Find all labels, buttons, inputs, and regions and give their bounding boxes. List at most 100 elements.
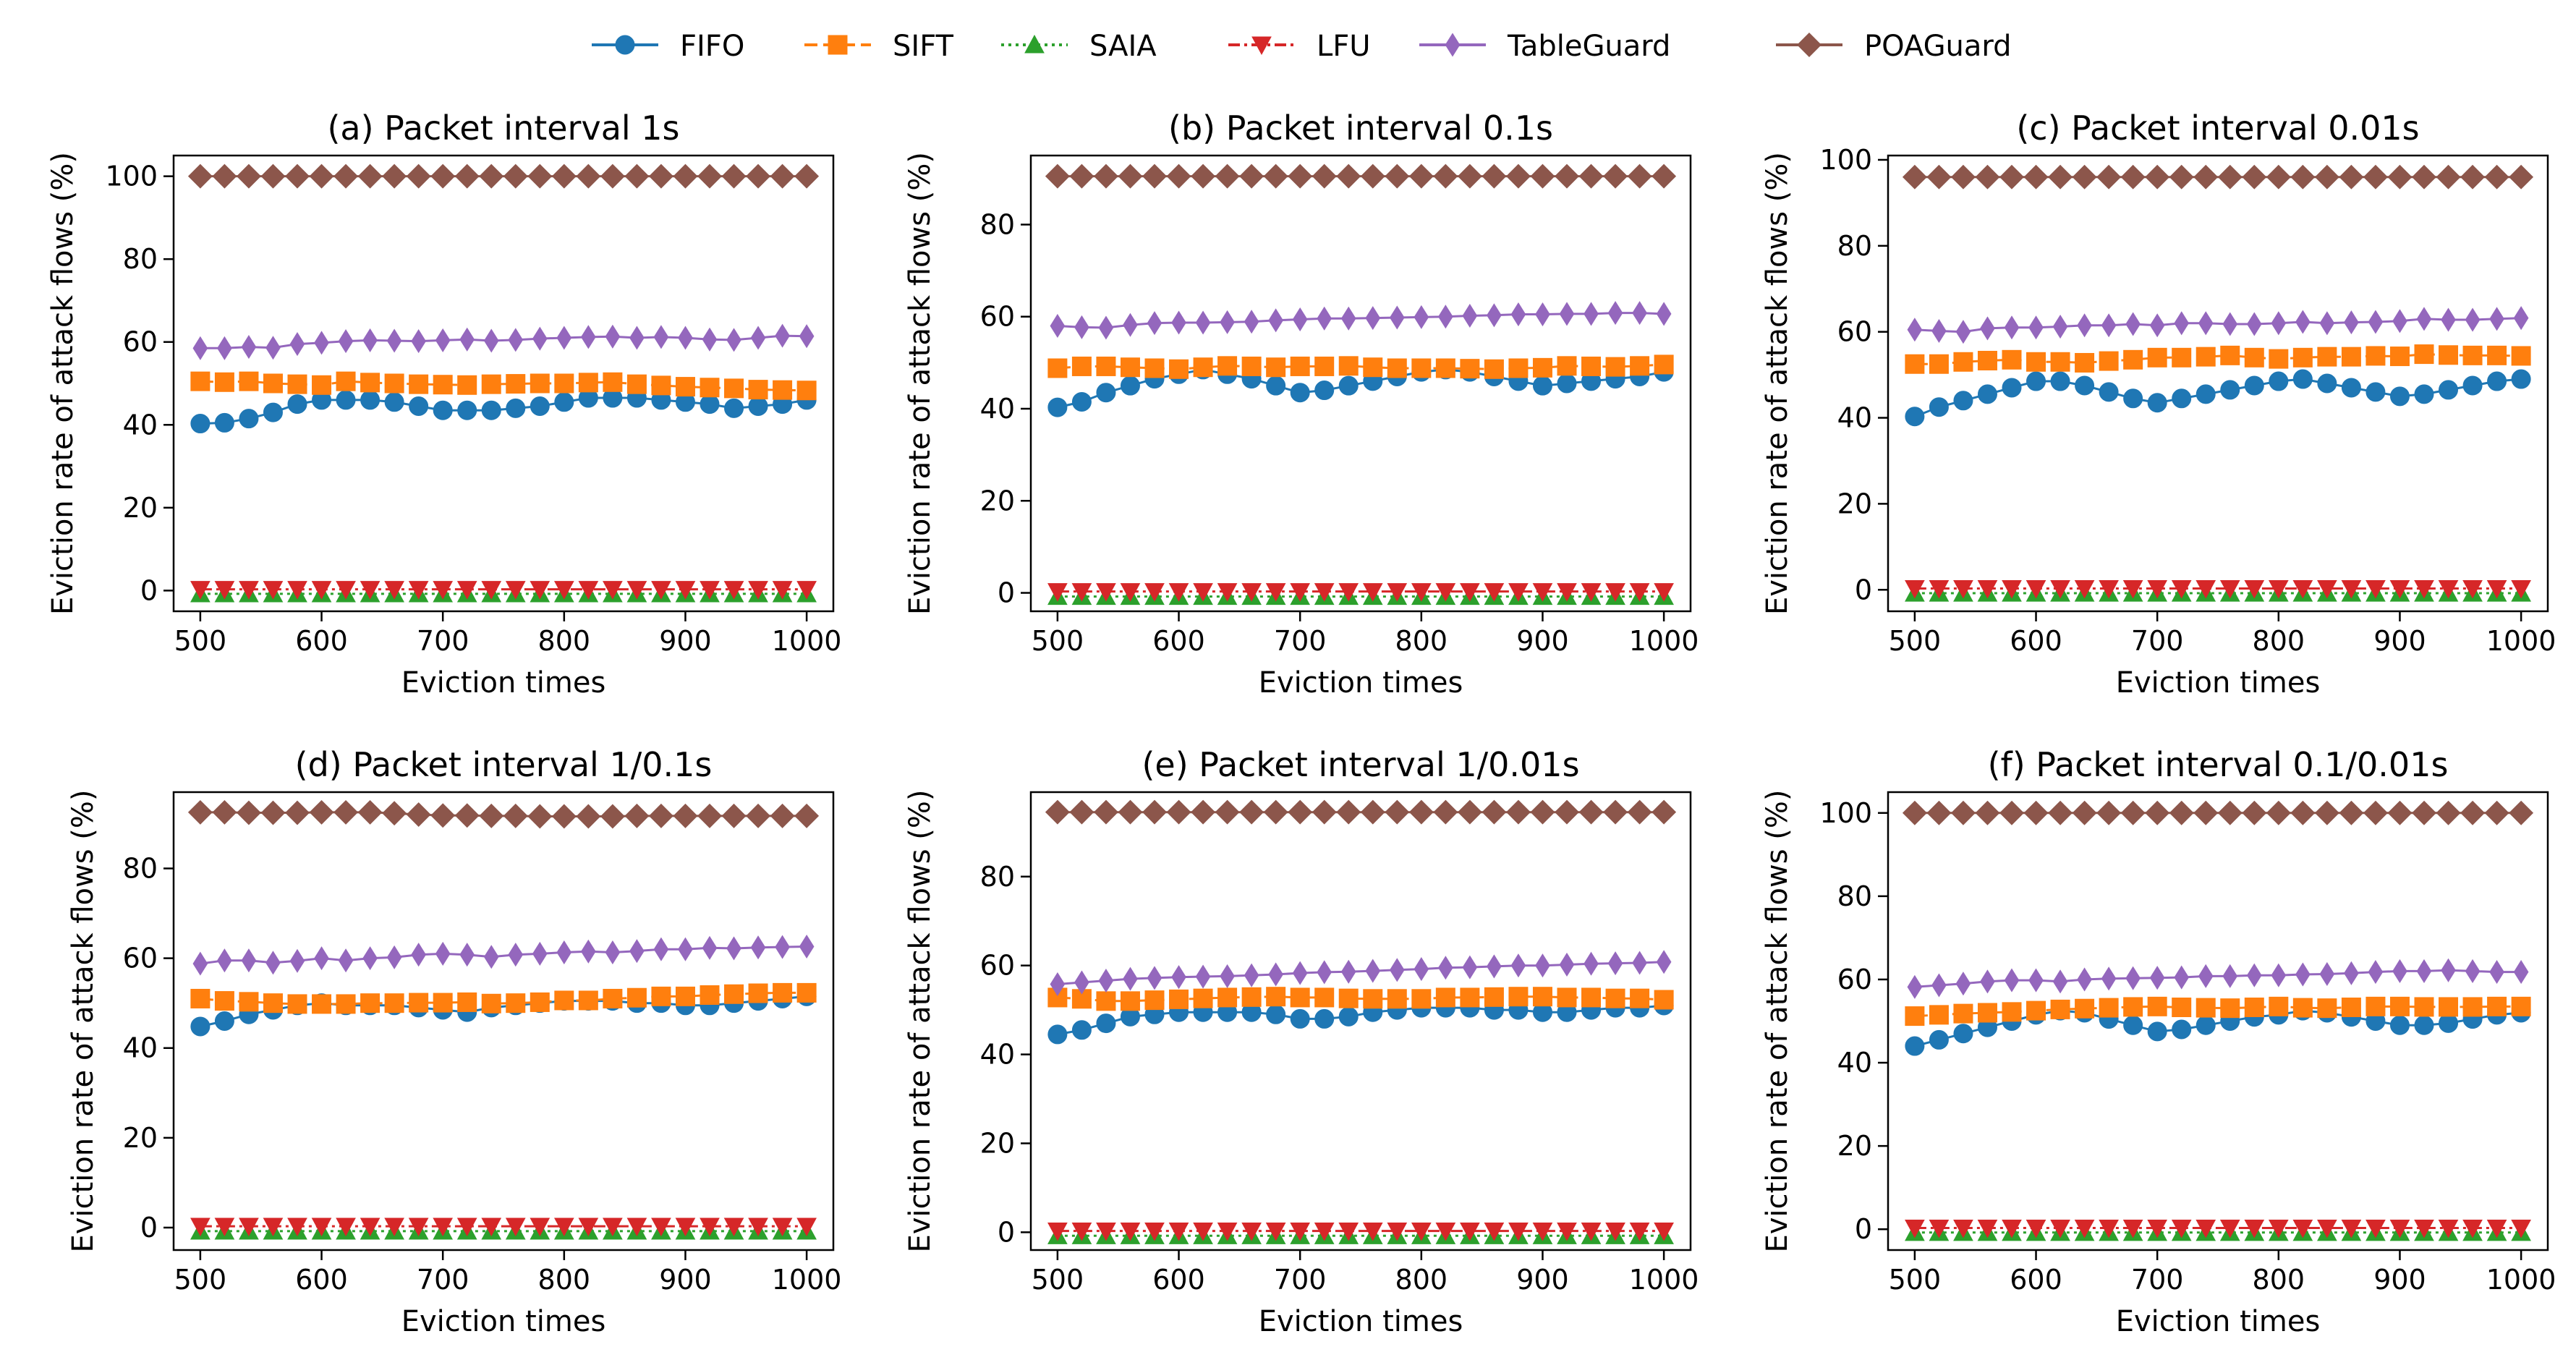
data-point bbox=[433, 375, 453, 395]
data-point bbox=[1312, 163, 1337, 189]
data-point bbox=[2222, 964, 2238, 988]
data-point bbox=[1578, 163, 1604, 189]
data-point bbox=[1239, 799, 1264, 825]
data-point bbox=[2269, 371, 2289, 391]
data-point bbox=[1169, 359, 1189, 379]
y-tick-label: 0 bbox=[998, 1216, 1015, 1248]
data-point bbox=[2487, 371, 2507, 391]
data-point bbox=[530, 396, 550, 416]
data-point bbox=[483, 328, 499, 353]
data-point bbox=[1902, 800, 1927, 825]
data-point bbox=[435, 941, 451, 966]
data-point bbox=[2292, 579, 2313, 599]
data-point bbox=[2460, 800, 2486, 825]
x-tick-label: 900 bbox=[1516, 1264, 1569, 1296]
data-point bbox=[624, 163, 650, 189]
data-point bbox=[1555, 799, 1579, 825]
data-point bbox=[386, 945, 402, 969]
data-point bbox=[2487, 345, 2507, 365]
data-point bbox=[1171, 965, 1186, 990]
data-point bbox=[1559, 952, 1575, 977]
data-point bbox=[1340, 959, 1356, 984]
data-point bbox=[2414, 344, 2434, 365]
data-point bbox=[651, 1217, 671, 1237]
panel-title: (f) Packet interval 0.1/0.01s bbox=[1988, 745, 2449, 784]
data-point bbox=[2074, 1219, 2095, 1238]
data-point bbox=[1096, 1013, 1116, 1034]
data-point bbox=[1460, 583, 1480, 602]
data-point bbox=[285, 800, 310, 825]
data-point bbox=[1462, 303, 1478, 328]
data-point bbox=[2341, 1219, 2362, 1238]
data-point bbox=[1435, 987, 1455, 1008]
series-fifo bbox=[1905, 369, 2531, 427]
data-point bbox=[1096, 991, 1116, 1011]
data-point bbox=[309, 799, 334, 825]
data-point bbox=[2050, 999, 2070, 1019]
data-point bbox=[1292, 307, 1308, 332]
data-point bbox=[1365, 306, 1381, 331]
data-point bbox=[2266, 800, 2291, 825]
data-point bbox=[2317, 347, 2337, 367]
data-point bbox=[2195, 1015, 2216, 1035]
panel-title: (b) Packet interval 0.1s bbox=[1168, 109, 1553, 148]
data-point bbox=[1096, 1223, 1116, 1241]
plot-frame bbox=[1029, 791, 1692, 1251]
data-point bbox=[1389, 305, 1405, 330]
plot-frame bbox=[1029, 154, 1692, 613]
data-point bbox=[648, 163, 673, 189]
x-tick-label: 800 bbox=[538, 1264, 591, 1296]
data-point bbox=[2220, 345, 2240, 365]
data-point bbox=[241, 948, 257, 973]
data-point bbox=[1120, 375, 1140, 396]
data-point bbox=[2002, 349, 2022, 370]
data-point bbox=[1605, 1223, 1625, 1241]
data-point bbox=[1093, 163, 1118, 189]
data-point bbox=[794, 803, 820, 828]
data-point bbox=[314, 946, 329, 971]
legend-item-fifo: FIFO bbox=[592, 30, 744, 63]
legend-label: TableGuard bbox=[1507, 30, 1670, 63]
legend-label: SAIA bbox=[1089, 30, 1157, 63]
legend-marker bbox=[1445, 33, 1461, 57]
legend-marker bbox=[1251, 36, 1272, 56]
data-point bbox=[263, 373, 283, 394]
data-point bbox=[2509, 164, 2534, 190]
data-point bbox=[1435, 1223, 1456, 1241]
data-point bbox=[459, 943, 475, 967]
data-point bbox=[1629, 1223, 1650, 1241]
x-axis-label: Eviction times bbox=[2116, 1305, 2321, 1338]
data-point bbox=[2486, 1219, 2507, 1238]
data-point bbox=[1338, 356, 1359, 376]
series-poaguard bbox=[187, 799, 820, 829]
panel-title: (c) Packet interval 0.01s bbox=[2016, 109, 2419, 148]
data-point bbox=[1290, 987, 1310, 1008]
data-point bbox=[1581, 987, 1602, 1008]
data-point bbox=[2271, 311, 2287, 336]
data-point bbox=[1144, 1223, 1165, 1241]
data-point bbox=[2028, 968, 2044, 993]
y-tick-label: 20 bbox=[1837, 488, 1872, 519]
data-point bbox=[1239, 163, 1264, 189]
data-point bbox=[2462, 579, 2483, 599]
data-point bbox=[2462, 375, 2483, 396]
data-point bbox=[1977, 1219, 1998, 1238]
data-point bbox=[336, 1217, 356, 1237]
panel-a: (a) Packet interval 1s Eviction times Evic… bbox=[46, 109, 841, 700]
data-point bbox=[481, 581, 502, 600]
data-point bbox=[1584, 302, 1599, 326]
series-fifo bbox=[1047, 995, 1674, 1045]
y-tick-label: 60 bbox=[123, 326, 158, 358]
data-point bbox=[1120, 357, 1140, 378]
data-point bbox=[360, 373, 381, 393]
data-point bbox=[2462, 1219, 2483, 1238]
data-point bbox=[289, 332, 305, 357]
data-point bbox=[1387, 583, 1408, 602]
data-point bbox=[700, 985, 720, 1006]
x-tick-label: 700 bbox=[417, 625, 469, 657]
data-point bbox=[2414, 1219, 2434, 1238]
data-point bbox=[287, 394, 307, 415]
data-point bbox=[581, 325, 596, 349]
data-point bbox=[750, 326, 766, 350]
y-tick-label: 100 bbox=[1819, 797, 1872, 829]
